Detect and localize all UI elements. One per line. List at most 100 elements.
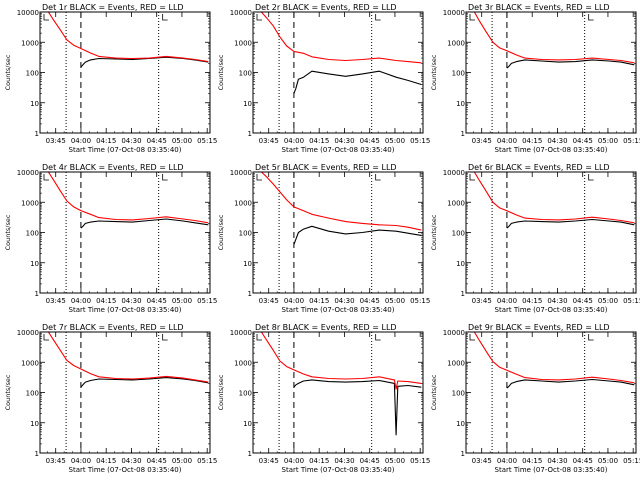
x-tick-label: 05:15	[623, 457, 640, 465]
y-tick-label: 100	[239, 390, 252, 398]
x-tick-label: 05:00	[598, 297, 618, 305]
x-tick-label: 04:00	[284, 297, 304, 305]
y-tick-label: 100	[452, 70, 465, 78]
lld-series-line	[40, 12, 209, 63]
x-tick-label: 03:45	[472, 297, 492, 305]
y-tick-label: 1	[248, 130, 252, 138]
lld-series-line	[40, 332, 209, 383]
corner-marker	[469, 14, 475, 21]
detector-panel-1: Det 1r BLACK = Events, RED = LLD 1 10 100 10…	[4, 3, 217, 154]
x-tick-label: 04:45	[360, 297, 380, 305]
x-axis-label: Start Time (07-Oct-08 03:35:40)	[69, 466, 182, 474]
x-axis-label: Start Time (07-Oct-08 03:35:40)	[69, 146, 182, 154]
panel-title: Det 8r BLACK = Events, RED = LLD	[255, 323, 397, 332]
events-series-line	[293, 70, 422, 94]
corner-marker-right	[588, 174, 594, 181]
x-tick-label: 04:00	[284, 457, 304, 465]
detector-panel-8: Det 8r BLACK = Events, RED = LLD 1 10 100 10…	[217, 323, 430, 474]
corner-marker	[43, 174, 49, 181]
x-axis-label: Start Time (07-Oct-08 03:35:40)	[495, 466, 608, 474]
y-tick-label: 1000	[21, 199, 39, 207]
x-tick-label: 04:45	[147, 457, 167, 465]
corner-marker	[469, 334, 475, 341]
detector-panel-9: Det 9r BLACK = Events, RED = LLD 1 10 100 10…	[430, 323, 640, 474]
x-tick-label: 04:30	[547, 297, 567, 305]
lld-series-line	[466, 332, 635, 384]
y-tick-label: 1000	[447, 39, 465, 47]
y-tick-label: 1000	[21, 39, 39, 47]
corner-marker	[469, 174, 475, 181]
y-axis-label: Counts/sec	[430, 374, 438, 410]
x-tick-label: 04:00	[497, 137, 517, 145]
y-tick-label: 1	[35, 290, 39, 298]
x-tick-label: 05:15	[197, 457, 217, 465]
x-axis-label: Start Time (07-Oct-08 03:35:40)	[282, 466, 395, 474]
series-group	[40, 332, 209, 388]
detector-panel-5: Det 5r BLACK = Events, RED = LLD 1 10 100 10…	[217, 163, 430, 314]
series-group	[253, 332, 422, 436]
events-series-line	[293, 225, 422, 245]
y-tick-label: 10000	[230, 9, 252, 17]
x-tick-label: 04:15	[309, 457, 329, 465]
x-tick-label: 04:45	[360, 457, 380, 465]
x-tick-label: 04:00	[497, 297, 517, 305]
detector-panel-4: Det 4r BLACK = Events, RED = LLD 1 10 100 10…	[4, 163, 217, 314]
corner-marker	[43, 334, 49, 341]
y-tick-label: 1000	[447, 199, 465, 207]
y-tick-label: 10	[456, 100, 465, 108]
x-tick-label: 04:30	[334, 457, 354, 465]
y-tick-label: 100	[26, 390, 39, 398]
x-tick-label: 04:30	[334, 137, 354, 145]
y-tick-label: 10000	[230, 169, 252, 177]
y-tick-label: 10	[30, 100, 39, 108]
x-tick-label: 04:45	[573, 297, 593, 305]
x-tick-label: 04:30	[547, 457, 567, 465]
y-tick-label: 10	[243, 420, 252, 428]
x-axis-label: Start Time (07-Oct-08 03:35:40)	[282, 146, 395, 154]
detector-panel-7: Det 7r BLACK = Events, RED = LLD 1 10 100 10…	[4, 323, 217, 474]
panel-title: Det 6r BLACK = Events, RED = LLD	[468, 163, 610, 172]
panel-title: Det 4r BLACK = Events, RED = LLD	[42, 163, 184, 172]
x-tick-label: 04:30	[121, 457, 141, 465]
corner-marker-right	[375, 14, 381, 21]
y-tick-label: 100	[239, 70, 252, 78]
x-tick-label: 03:45	[472, 457, 492, 465]
x-tick-label: 03:45	[259, 297, 279, 305]
y-tick-label: 10	[30, 420, 39, 428]
x-tick-label: 03:45	[46, 457, 66, 465]
x-tick-label: 04:45	[573, 137, 593, 145]
corner-marker	[256, 174, 262, 181]
series-group	[253, 172, 422, 245]
x-tick-label: 04:30	[547, 137, 567, 145]
lld-series-line	[253, 172, 422, 231]
lld-series-line	[253, 12, 422, 64]
x-axis-label: Start Time (07-Oct-08 03:35:40)	[282, 306, 395, 314]
x-tick-label: 05:15	[410, 297, 430, 305]
events-series-line	[293, 379, 422, 436]
y-axis-label: Counts/sec	[4, 214, 12, 250]
y-axis-label: Counts/sec	[217, 374, 225, 410]
y-tick-label: 10000	[17, 9, 39, 17]
lld-series-line	[466, 12, 635, 64]
series-group	[466, 172, 635, 229]
y-tick-label: 1000	[234, 199, 252, 207]
series-group	[40, 172, 209, 229]
events-series-line	[506, 59, 635, 69]
x-tick-label: 05:15	[623, 137, 640, 145]
y-tick-label: 1	[35, 450, 39, 458]
y-tick-label: 10000	[443, 329, 465, 337]
y-tick-label: 1000	[234, 359, 252, 367]
x-tick-label: 05:15	[197, 297, 217, 305]
lld-series-line	[466, 172, 635, 224]
x-tick-label: 04:15	[522, 457, 542, 465]
y-tick-label: 10000	[17, 169, 39, 177]
x-tick-label: 05:00	[172, 297, 192, 305]
corner-marker-right	[162, 334, 168, 341]
x-tick-label: 04:45	[147, 297, 167, 305]
x-tick-label: 05:00	[385, 297, 405, 305]
x-tick-label: 04:30	[121, 297, 141, 305]
x-tick-label: 04:15	[522, 137, 542, 145]
y-tick-label: 1	[248, 450, 252, 458]
y-tick-label: 10	[243, 260, 252, 268]
